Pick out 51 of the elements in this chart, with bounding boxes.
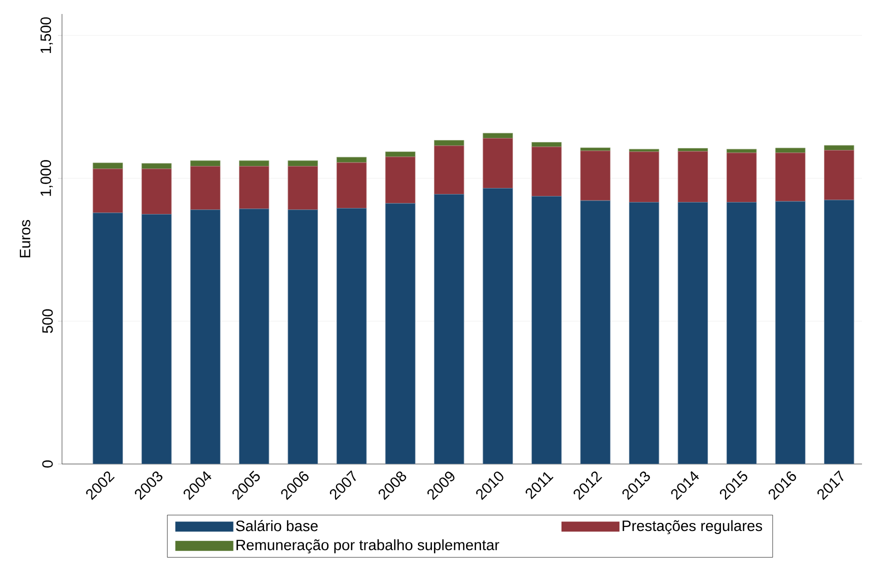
bar bbox=[434, 146, 464, 194]
bar bbox=[190, 160, 220, 166]
bar bbox=[239, 160, 270, 166]
bar bbox=[288, 166, 318, 210]
bar bbox=[824, 150, 854, 200]
bar bbox=[580, 150, 610, 201]
bar bbox=[824, 200, 854, 464]
bar bbox=[532, 146, 562, 196]
bar bbox=[190, 210, 220, 464]
bar bbox=[434, 140, 464, 146]
bar bbox=[726, 202, 757, 464]
legend-label: Prestações regulares bbox=[622, 520, 762, 534]
bar bbox=[288, 160, 318, 166]
y-tick-label: 1,500 bbox=[40, 17, 53, 53]
y-tick-label: 1,000 bbox=[40, 160, 53, 196]
bar bbox=[434, 194, 464, 464]
bar bbox=[726, 152, 757, 202]
bar bbox=[580, 200, 610, 464]
y-tick-label: 500 bbox=[42, 309, 53, 334]
bar bbox=[239, 166, 270, 210]
bar bbox=[775, 201, 806, 464]
legend-label: Remuneração por trabalho suplementar bbox=[236, 539, 500, 554]
bar bbox=[92, 168, 123, 214]
bar bbox=[92, 212, 123, 464]
bar bbox=[385, 156, 416, 204]
bar bbox=[629, 202, 660, 464]
bar bbox=[190, 166, 220, 210]
bar bbox=[92, 162, 123, 170]
bar bbox=[678, 202, 708, 464]
y-axis-title: Euros bbox=[20, 220, 30, 258]
legend-label: Salário base bbox=[236, 520, 318, 532]
bar bbox=[142, 214, 172, 464]
y-tick-label: 0 bbox=[42, 460, 53, 468]
bar bbox=[336, 162, 367, 208]
bar bbox=[336, 208, 367, 464]
bar bbox=[142, 163, 172, 170]
bar bbox=[385, 203, 416, 464]
bar bbox=[532, 196, 562, 464]
bar bbox=[775, 152, 806, 202]
bar bbox=[678, 151, 708, 202]
bar bbox=[142, 168, 172, 214]
bar bbox=[288, 210, 318, 464]
bar bbox=[824, 145, 854, 150]
bar bbox=[482, 188, 513, 464]
bar bbox=[482, 132, 513, 138]
bar bbox=[775, 148, 806, 154]
bar bbox=[239, 208, 270, 464]
bar bbox=[385, 152, 416, 158]
bar bbox=[532, 142, 562, 148]
bar bbox=[482, 138, 513, 188]
bar bbox=[629, 152, 660, 202]
